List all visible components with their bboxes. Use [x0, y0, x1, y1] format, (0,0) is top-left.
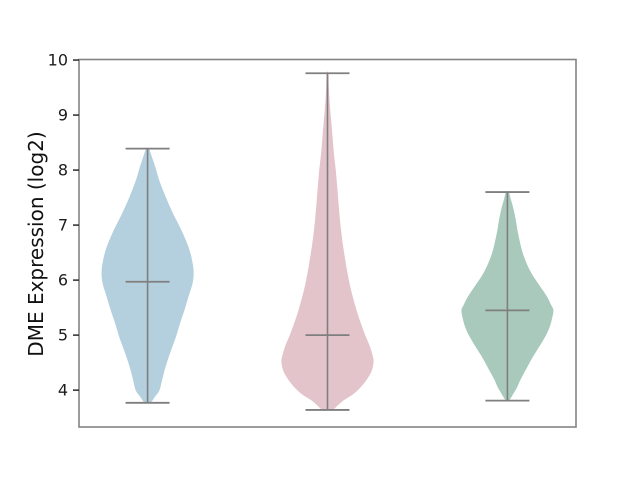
- y-tick-label: 10: [48, 51, 68, 70]
- y-axis-label: DME Expression (log2): [24, 131, 48, 357]
- y-tick-label: 5: [58, 326, 68, 345]
- plot-frame: [78, 58, 577, 428]
- y-tick-label: 7: [58, 216, 68, 235]
- y-tick-label: 8: [58, 161, 68, 180]
- y-tick-label: 9: [58, 106, 68, 125]
- y-tick-label: 4: [58, 381, 68, 400]
- y-tick-label: 6: [58, 271, 68, 290]
